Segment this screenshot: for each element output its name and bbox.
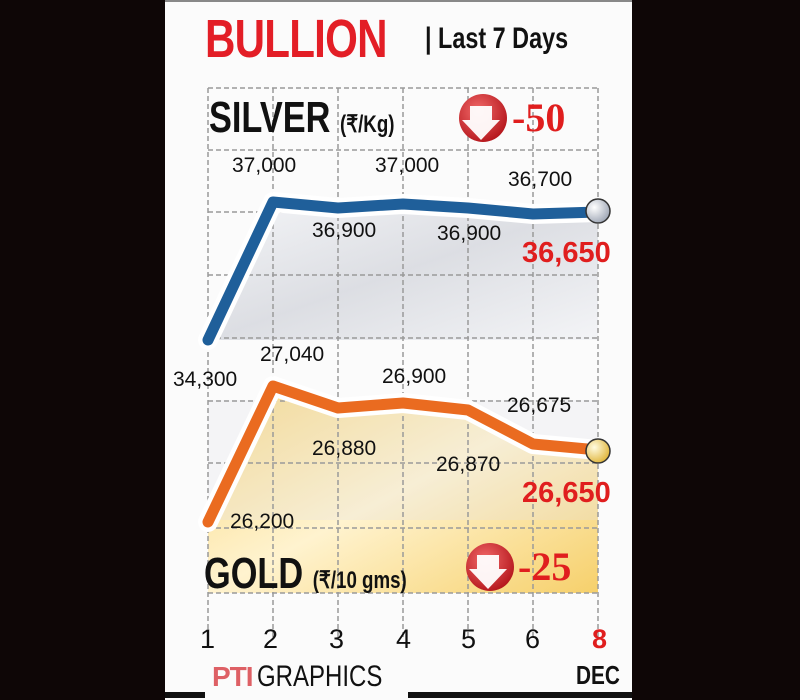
x-tick-3: 3 (329, 624, 344, 654)
x-tick-5: 5 (461, 624, 476, 654)
gold-label-6: 26,675 (507, 394, 571, 417)
silver-area (208, 202, 598, 340)
gold-label-3: 26,880 (312, 437, 376, 460)
silver-end-marker (585, 198, 611, 224)
silver-label-2: 37,000 (232, 154, 296, 177)
silver-title: SILVER (₹/Kg) (209, 96, 394, 140)
chart-subtitle: | Last 7 Days (425, 22, 569, 55)
silver-label-4: 37,000 (375, 154, 439, 177)
gold-label-last: 26,650 (522, 477, 611, 509)
bottom-rule-right (408, 692, 632, 698)
gold-label-1: 27,040 (260, 343, 324, 366)
silver-name: SILVER (209, 93, 331, 142)
silver-label-last: 36,650 (522, 237, 611, 269)
silver-label-3: 36,900 (312, 219, 376, 242)
pti-logo: PTI (212, 661, 254, 692)
x-tick-2: 2 (263, 624, 278, 654)
silver-down-arrow-icon (459, 94, 507, 142)
gold-change: -25 (518, 544, 572, 589)
chart-title: BULLION (205, 9, 387, 69)
gold-unit: (₹/10 gms) (312, 567, 407, 594)
bottom-rule-left (165, 692, 205, 698)
gold-label-5: 26,870 (436, 453, 500, 476)
credit: PTI GRAPHICS (212, 662, 413, 692)
silver-unit: (₹/Kg) (339, 111, 395, 138)
gold-label-first: 26,200 (230, 510, 294, 533)
gold-down-arrow-icon (466, 543, 514, 591)
silver-label-1: 34,300 (173, 368, 237, 391)
silver-line (202, 196, 604, 346)
x-tick-last: 8 (592, 624, 607, 654)
silver-change: -50 (512, 95, 566, 140)
x-tick-4: 4 (396, 624, 411, 654)
x-axis-month: DEC (576, 660, 620, 690)
gold-title: GOLD (₹/10 gms) (204, 552, 407, 596)
gold-end-marker (585, 438, 611, 464)
gold-name: GOLD (204, 549, 304, 598)
silver-label-5: 36,900 (437, 222, 501, 245)
credit-text: GRAPHICS (256, 660, 382, 693)
silver-label-6: 36,700 (508, 168, 572, 191)
x-tick-1: 1 (200, 624, 215, 654)
gold-line (202, 380, 604, 528)
x-tick-6: 6 (525, 624, 540, 654)
gold-label-4: 26,900 (382, 365, 446, 388)
